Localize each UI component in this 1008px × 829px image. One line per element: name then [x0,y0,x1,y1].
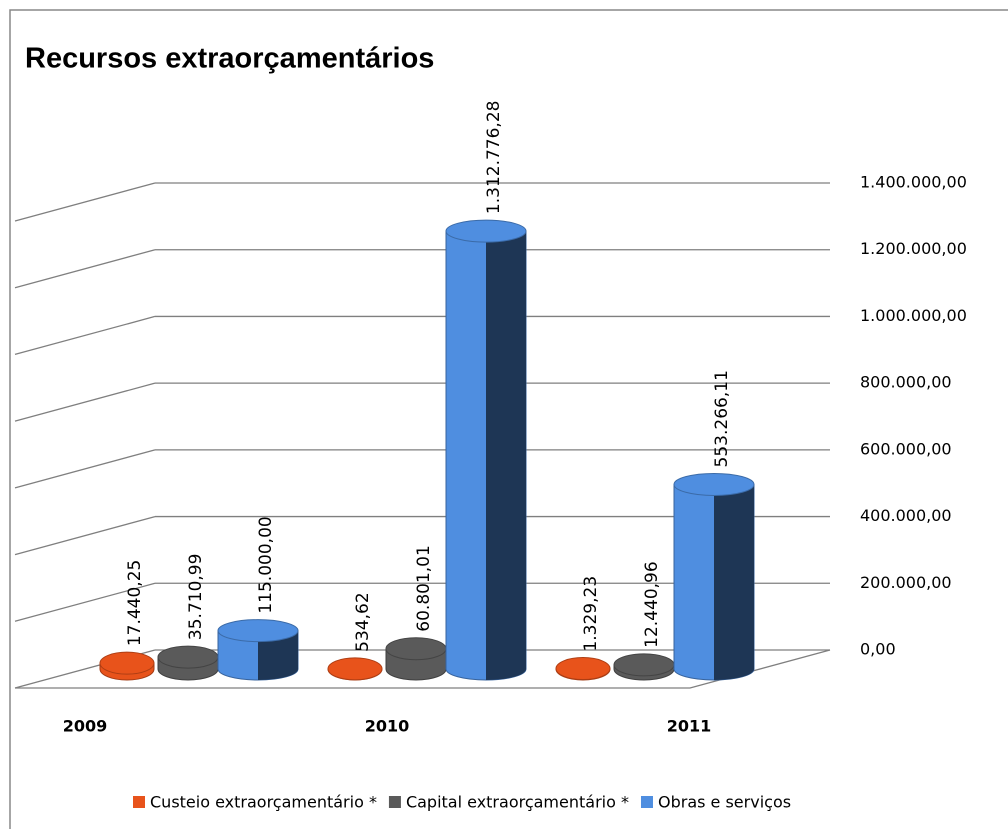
legend-swatch [640,796,653,808]
value-label: 1.312.776,28 [484,101,504,215]
y-tick-label: 1.400.000,00 [860,173,967,192]
bar [445,219,527,681]
bar [99,651,155,681]
bar [385,637,447,681]
side-grid-line [14,182,156,222]
side-grid-line [14,382,156,422]
value-label: 534,62 [353,592,373,651]
bar-shade [486,231,526,680]
legend-label: Custeio extraorçamentário * [150,793,377,812]
chart-title: Recursos extraorçamentários [25,43,434,75]
bar-top [385,637,447,661]
side-grid-line [14,449,156,489]
bar-top [217,619,299,643]
legend-swatch [388,796,401,808]
bar-shade [258,630,298,680]
bar-top [613,653,675,677]
side-grid-line [14,315,156,356]
bar [217,619,299,681]
value-label: 553.266,11 [712,370,732,467]
x-tick-label: 2011 [667,717,712,736]
value-label: 60.801,01 [414,545,434,632]
value-label: 17.440,25 [125,560,145,647]
side-grid-line [14,249,156,289]
side-grid-line [14,515,156,556]
bar [613,653,675,681]
bar [555,657,611,681]
value-label: 35.710,99 [186,554,206,641]
y-tick-label: 1.000.000,00 [860,306,967,325]
floor-edge [15,649,831,689]
y-tick-label: 1.200.000,00 [860,239,967,258]
bar [673,472,755,681]
y-tick-label: 800.000,00 [860,373,952,392]
x-tick-label: 2010 [365,717,410,736]
value-label: 12.440,96 [642,561,662,648]
y-tick-label: 0,00 [860,640,896,659]
bar [327,657,383,681]
y-tick-label: 600.000,00 [860,439,952,458]
value-label: 115.000,00 [256,516,276,613]
bar-top [673,472,755,496]
legend-label: Capital extraorçamentário * [406,793,629,812]
side-grid-line [14,582,156,622]
bar-top [445,219,527,243]
bar-top [99,651,155,675]
bar-top [157,645,219,669]
bar-top [327,657,383,681]
legend-label: Obras e serviços [658,793,791,812]
bar-shade [714,484,754,680]
bar [157,645,219,681]
bar-top [555,657,611,681]
legend-swatch [133,796,145,808]
y-tick-label: 200.000,00 [860,573,952,592]
x-tick-label: 2009 [63,717,108,736]
y-tick-label: 400.000,00 [860,506,952,525]
value-label: 1.329,23 [581,576,601,652]
